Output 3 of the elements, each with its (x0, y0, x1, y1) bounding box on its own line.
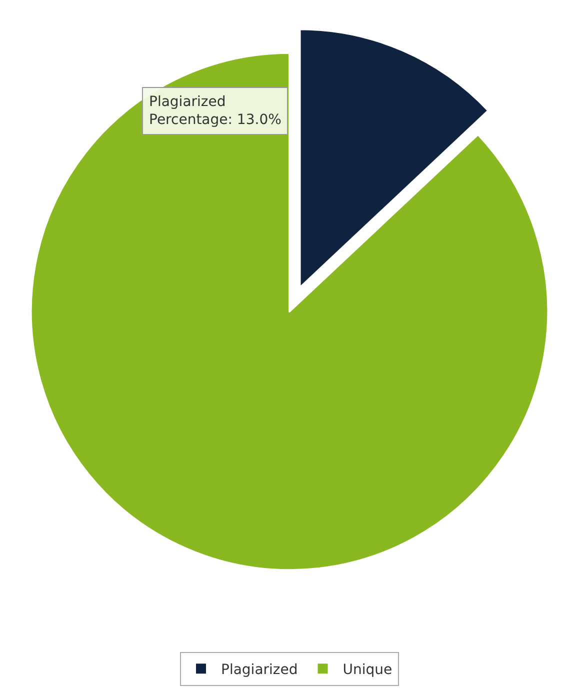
legend-label: Plagiarized (221, 662, 298, 678)
legend-label: Unique (342, 662, 392, 678)
text: Plagiarized Percentage: 13.0% (149, 94, 282, 128)
